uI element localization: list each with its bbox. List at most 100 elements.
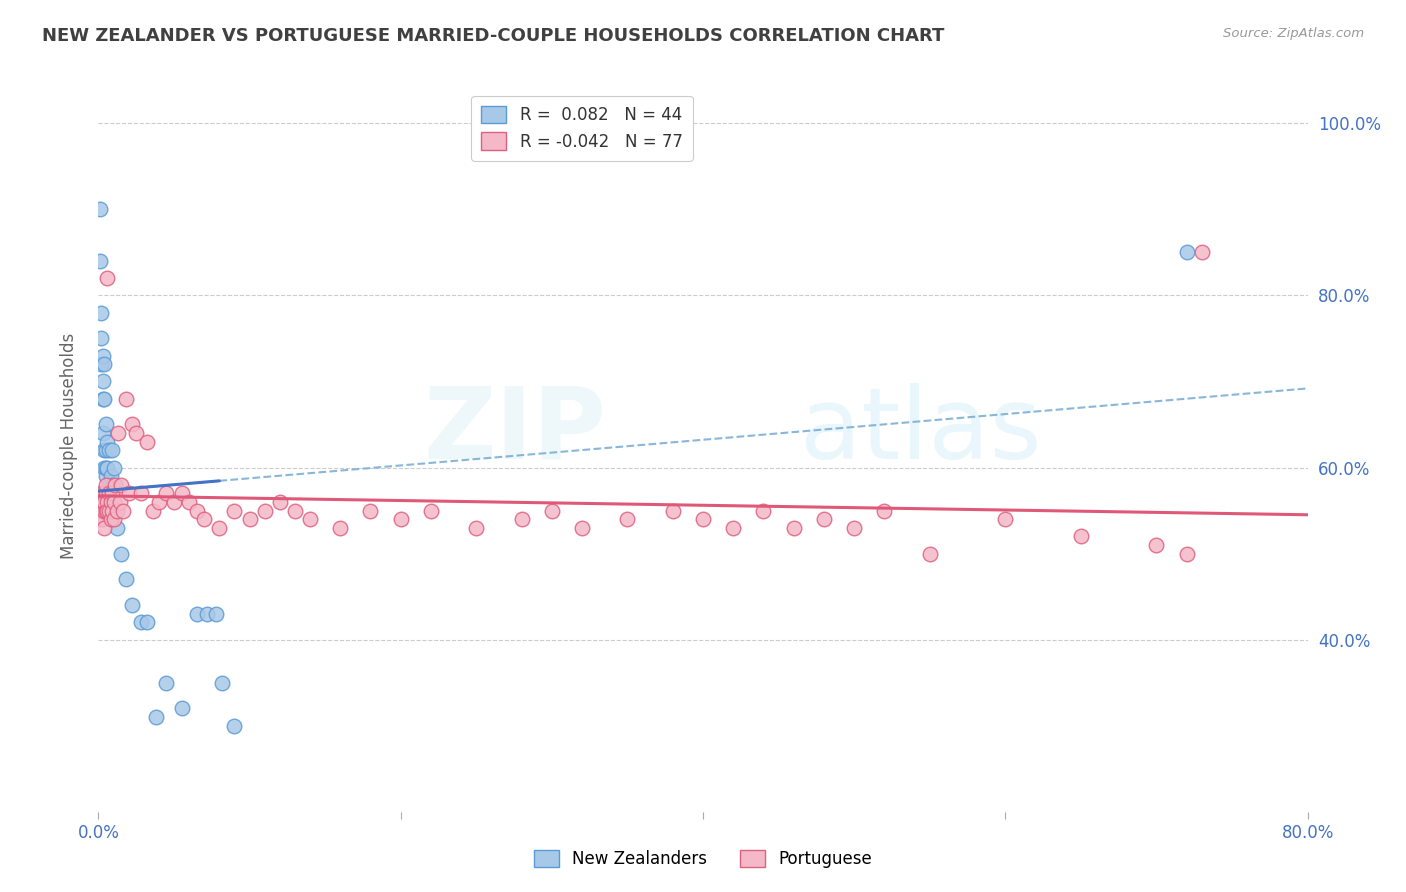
Point bbox=[110, 547, 132, 561]
Point bbox=[208, 521, 231, 535]
Legend: New Zealanders, Portuguese: New Zealanders, Portuguese bbox=[527, 843, 879, 875]
Point bbox=[1175, 245, 1198, 260]
Point bbox=[90, 331, 112, 345]
Point bbox=[100, 469, 122, 483]
Point bbox=[103, 495, 125, 509]
Point bbox=[91, 375, 114, 389]
Point bbox=[90, 495, 112, 509]
Point bbox=[723, 521, 745, 535]
Point bbox=[114, 573, 136, 587]
Point bbox=[96, 495, 118, 509]
Point bbox=[813, 512, 835, 526]
Point bbox=[510, 512, 533, 526]
Point bbox=[103, 460, 125, 475]
Point bbox=[193, 512, 215, 526]
Point bbox=[299, 512, 322, 526]
Point bbox=[616, 512, 638, 526]
Point bbox=[96, 460, 118, 475]
Point bbox=[93, 521, 115, 535]
Point bbox=[269, 495, 291, 509]
Point bbox=[103, 503, 125, 517]
Point bbox=[91, 512, 114, 526]
Point bbox=[89, 495, 111, 509]
Point bbox=[108, 495, 131, 509]
Point bbox=[101, 503, 124, 517]
Point bbox=[107, 426, 129, 441]
Point bbox=[103, 512, 125, 526]
Point bbox=[163, 495, 186, 509]
Point bbox=[94, 486, 117, 500]
Point bbox=[571, 521, 593, 535]
Point bbox=[100, 512, 122, 526]
Point bbox=[284, 503, 307, 517]
Point bbox=[844, 521, 866, 535]
Point bbox=[135, 615, 157, 630]
Point bbox=[540, 503, 562, 517]
Legend: R =  0.082   N = 44, R = -0.042   N = 77: R = 0.082 N = 44, R = -0.042 N = 77 bbox=[471, 96, 693, 161]
Point bbox=[155, 675, 177, 690]
Point bbox=[186, 607, 208, 621]
Point bbox=[1175, 547, 1198, 561]
Point bbox=[91, 349, 114, 363]
Point bbox=[93, 443, 115, 458]
Point bbox=[94, 417, 117, 432]
Point bbox=[111, 503, 134, 517]
Point bbox=[105, 503, 128, 517]
Point bbox=[105, 521, 128, 535]
Point bbox=[101, 477, 124, 491]
Point bbox=[121, 417, 143, 432]
Point bbox=[104, 477, 127, 491]
Point bbox=[100, 495, 122, 509]
Point bbox=[94, 443, 117, 458]
Point bbox=[129, 615, 152, 630]
Point bbox=[98, 477, 121, 491]
Point bbox=[91, 495, 114, 509]
Point bbox=[186, 503, 208, 517]
Point bbox=[661, 503, 683, 517]
Point bbox=[91, 426, 114, 441]
Point bbox=[360, 503, 382, 517]
Text: NEW ZEALANDER VS PORTUGUESE MARRIED-COUPLE HOUSEHOLDS CORRELATION CHART: NEW ZEALANDER VS PORTUGUESE MARRIED-COUP… bbox=[42, 27, 945, 45]
Point bbox=[100, 495, 122, 509]
Point bbox=[93, 460, 115, 475]
Point bbox=[692, 512, 714, 526]
Text: ZIP: ZIP bbox=[423, 383, 606, 480]
Point bbox=[329, 521, 352, 535]
Text: Source: ZipAtlas.com: Source: ZipAtlas.com bbox=[1223, 27, 1364, 40]
Point bbox=[873, 503, 896, 517]
Point bbox=[90, 486, 112, 500]
Point bbox=[170, 486, 193, 500]
Point bbox=[145, 710, 167, 724]
Point bbox=[205, 607, 228, 621]
Point bbox=[1191, 245, 1213, 260]
Point bbox=[90, 512, 112, 526]
Point bbox=[98, 443, 121, 458]
Point bbox=[91, 503, 114, 517]
Point bbox=[98, 503, 121, 517]
Point bbox=[155, 486, 177, 500]
Point bbox=[101, 443, 124, 458]
Point bbox=[1070, 529, 1092, 543]
Point bbox=[94, 503, 117, 517]
Point bbox=[179, 495, 201, 509]
Point bbox=[118, 486, 141, 500]
Point bbox=[129, 486, 152, 500]
Point bbox=[93, 503, 115, 517]
Point bbox=[752, 503, 775, 517]
Point bbox=[239, 512, 262, 526]
Point bbox=[89, 202, 111, 217]
Point bbox=[93, 392, 115, 406]
Point bbox=[224, 719, 246, 733]
Point bbox=[1144, 538, 1167, 552]
Y-axis label: Married-couple Households: Married-couple Households bbox=[59, 333, 77, 559]
Point bbox=[121, 598, 143, 612]
Point bbox=[211, 675, 233, 690]
Point bbox=[110, 477, 132, 491]
Text: atlas: atlas bbox=[800, 383, 1042, 480]
Point bbox=[994, 512, 1017, 526]
Point bbox=[90, 305, 112, 319]
Point bbox=[253, 503, 276, 517]
Point bbox=[420, 503, 443, 517]
Point bbox=[98, 486, 121, 500]
Point bbox=[170, 701, 193, 715]
